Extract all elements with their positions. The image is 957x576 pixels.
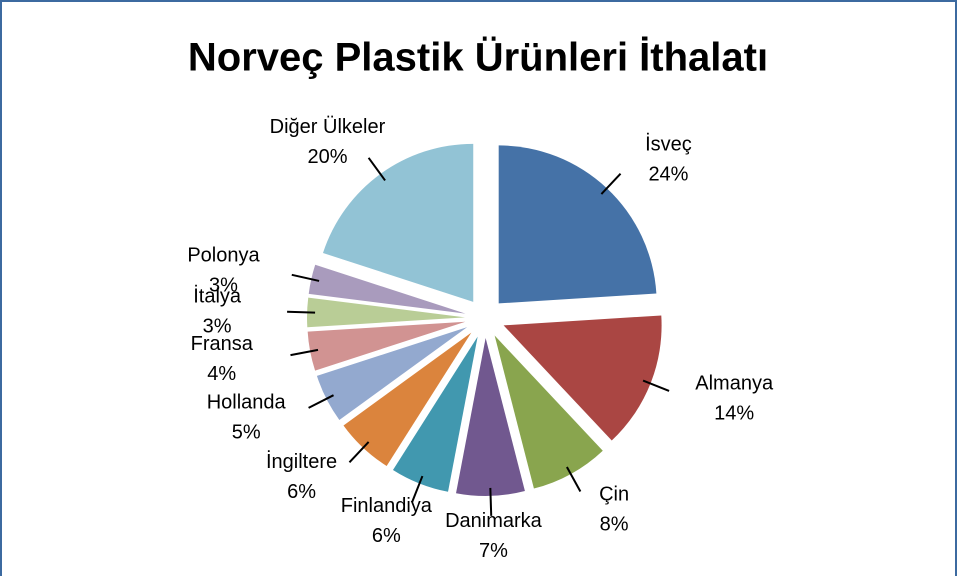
data-label-value: 6%	[372, 525, 401, 547]
data-label-name: Danimarka	[445, 510, 543, 532]
data-label-value: 6%	[287, 481, 316, 503]
data-label-name: Finlandiya	[341, 495, 433, 517]
data-label-value: 14%	[714, 403, 754, 425]
leader-line	[367, 157, 386, 182]
pie-slice	[307, 297, 466, 328]
data-label-name: İtalya	[193, 284, 242, 307]
leader-line	[287, 310, 316, 314]
data-label-name: Polonya	[187, 245, 260, 267]
chart-title: Norveç Plastik Ürünleri İthalatı	[188, 35, 768, 80]
leader-line	[566, 466, 582, 492]
data-label-value: 20%	[307, 146, 347, 168]
pie-slice	[392, 336, 478, 492]
leader-line	[348, 441, 370, 464]
leader-line	[290, 348, 319, 357]
data-label-name: İngiltere	[266, 450, 337, 473]
pie-slice	[494, 335, 603, 489]
pie-slice	[316, 327, 468, 420]
leader-line	[308, 394, 334, 409]
leader-line	[600, 172, 622, 195]
data-label-value: 24%	[648, 163, 688, 185]
data-label-value: 8%	[600, 513, 629, 535]
data-label-value: 4%	[207, 363, 236, 385]
data-label-value: 3%	[209, 275, 238, 297]
pie-slice	[343, 332, 472, 466]
data-label-name: Çin	[599, 483, 629, 505]
data-label-name: Fransa	[191, 333, 254, 355]
data-label-name: Almanya	[695, 373, 774, 395]
data-label-name: Hollanda	[207, 391, 287, 413]
pie-slice	[322, 143, 474, 302]
pie-slice	[498, 145, 657, 304]
data-label-value: 5%	[232, 421, 261, 443]
leader-line	[489, 487, 493, 516]
data-label-name: İsveç	[645, 132, 692, 155]
pie-slice	[456, 337, 525, 496]
pie-slice	[307, 321, 466, 371]
leader-line	[291, 273, 320, 282]
leader-line	[411, 475, 424, 503]
pie-slice	[503, 315, 662, 441]
leader-line	[642, 379, 670, 392]
data-label-name: Diğer Ülkeler	[270, 116, 386, 138]
data-label-value: 7%	[479, 540, 508, 562]
pie-slice	[308, 264, 466, 314]
data-label-value: 3%	[203, 315, 232, 337]
